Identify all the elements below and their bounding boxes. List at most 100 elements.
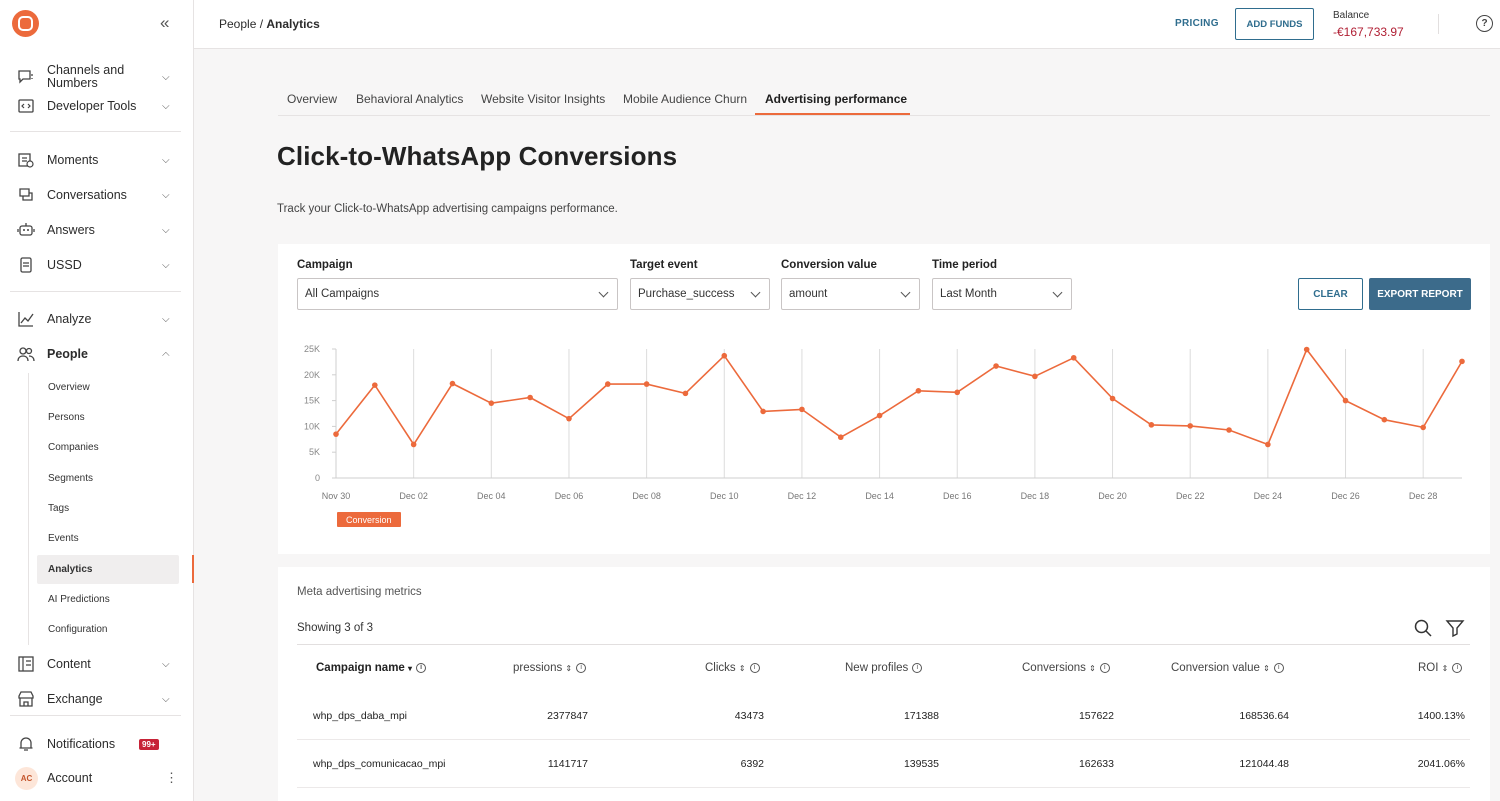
data-point bbox=[915, 387, 922, 394]
chevron-up-icon: ⌵ bbox=[162, 348, 170, 360]
data-point bbox=[1032, 373, 1038, 380]
brand-logo[interactable] bbox=[12, 10, 39, 37]
tab-mobile-audience-churn[interactable]: Mobile Audience Churn bbox=[623, 92, 748, 106]
sidebar-item-developer-tools[interactable]: Developer Tools ⌵ bbox=[0, 96, 193, 116]
subnav-configuration[interactable]: Configuration bbox=[48, 624, 108, 635]
sidebar-item-moments[interactable]: Moments ⌵ bbox=[0, 150, 193, 170]
legend-conversion[interactable]: Conversion bbox=[337, 512, 401, 527]
info-icon[interactable]: i bbox=[416, 662, 427, 673]
collapse-sidebar-icon[interactable]: « bbox=[160, 13, 170, 32]
divider bbox=[10, 131, 181, 132]
page-title: Click-to-WhatsApp Conversions bbox=[277, 141, 678, 171]
table-cell-campaign[interactable]: whp_dps_daba_mpi bbox=[313, 710, 407, 722]
bot-icon bbox=[17, 221, 35, 239]
info-icon[interactable]: i bbox=[1273, 662, 1284, 673]
column-header-impressions[interactable]: pressions ⇕ i bbox=[513, 662, 587, 674]
sidebar-item-label: Moments bbox=[47, 152, 99, 167]
subnav-guide bbox=[28, 373, 29, 645]
search-icon[interactable] bbox=[1413, 618, 1433, 638]
row-divider bbox=[297, 739, 1470, 740]
table-cell-clicks: 43473 bbox=[734, 710, 764, 722]
column-header-clicks[interactable]: Clicks ⇕ i bbox=[705, 662, 760, 674]
table-cell-impressions: 2377847 bbox=[547, 710, 588, 722]
data-point bbox=[410, 441, 417, 448]
conversion-value-select[interactable]: amount bbox=[781, 278, 920, 310]
tab-advertising-performance[interactable]: Advertising performance bbox=[765, 92, 908, 106]
data-point bbox=[333, 431, 339, 437]
tab-behavioral-analytics[interactable]: Behavioral Analytics bbox=[356, 92, 464, 106]
subnav-companies[interactable]: Companies bbox=[48, 442, 99, 453]
info-icon[interactable]: i bbox=[576, 662, 587, 673]
sidebar-item-ussd[interactable]: USSD ⌵ bbox=[0, 255, 193, 275]
sidebar bbox=[0, 0, 194, 801]
sidebar-item-people[interactable]: People ⌵ bbox=[0, 344, 193, 364]
column-header-conversions[interactable]: Conversions ⇕ i bbox=[1022, 662, 1110, 674]
y-tick-label: 10K bbox=[304, 421, 320, 431]
chevron-down-icon: ⌵ bbox=[162, 259, 170, 271]
bell-icon bbox=[17, 735, 35, 753]
info-icon[interactable]: i bbox=[749, 662, 760, 673]
avatar[interactable]: AC bbox=[15, 767, 38, 790]
sidebar-item-answers[interactable]: Answers ⌵ bbox=[0, 220, 193, 240]
clear-button[interactable]: CLEAR bbox=[1298, 278, 1363, 310]
column-header-conversion-value[interactable]: Conversion value ⇕ i bbox=[1171, 662, 1284, 674]
chevron-down-icon: ⌵ bbox=[162, 189, 170, 201]
conversations-icon bbox=[17, 186, 35, 204]
chevron-down-icon: ⌵ bbox=[162, 100, 170, 112]
data-point bbox=[1109, 395, 1116, 402]
conversion-value-value: amount bbox=[789, 288, 828, 300]
account-item[interactable]: Account bbox=[0, 768, 193, 788]
info-icon[interactable]: i bbox=[1452, 662, 1463, 673]
column-header-label: Clicks bbox=[705, 662, 736, 674]
pricing-link[interactable]: PRICING bbox=[1175, 18, 1219, 29]
subnav-ai-predictions[interactable]: AI Predictions bbox=[48, 594, 110, 605]
moments-icon bbox=[17, 151, 35, 169]
column-header-label: pressions bbox=[513, 662, 563, 674]
x-tick-label: Dec 26 bbox=[1331, 491, 1360, 501]
column-header-new-profiles[interactable]: New profiles i bbox=[845, 662, 923, 674]
subnav-segments[interactable]: Segments bbox=[48, 473, 94, 484]
campaign-select[interactable]: All Campaigns bbox=[297, 278, 618, 310]
sidebar-item-analyze[interactable]: Analyze ⌵ bbox=[0, 309, 193, 329]
column-header-campaign-name[interactable]: Campaign name ▾ i bbox=[316, 662, 427, 674]
x-tick-label: Dec 12 bbox=[788, 491, 817, 501]
breadcrumb-parent[interactable]: People bbox=[219, 17, 257, 31]
add-funds-button[interactable]: ADD FUNDS bbox=[1235, 8, 1314, 40]
table-cell-campaign[interactable]: whp_dps_comunicacao_mpi bbox=[313, 758, 446, 770]
data-point bbox=[566, 415, 572, 422]
export-report-button[interactable]: EXPORT REPORT bbox=[1369, 278, 1471, 310]
info-icon[interactable]: i bbox=[912, 662, 923, 673]
column-header-roi[interactable]: ROI ⇕ i bbox=[1418, 662, 1463, 674]
x-tick-label: Dec 10 bbox=[710, 491, 739, 501]
data-point bbox=[876, 412, 883, 419]
more-options-icon[interactable]: ⋮ bbox=[165, 770, 178, 785]
sidebar-item-channels[interactable]: Channels and Numbers ⌵ bbox=[0, 58, 193, 96]
tab-overview[interactable]: Overview bbox=[287, 92, 338, 106]
subnav-overview[interactable]: Overview bbox=[48, 382, 90, 393]
subnav-events[interactable]: Events bbox=[48, 533, 79, 544]
subnav-analytics[interactable]: Analytics bbox=[37, 555, 179, 584]
sidebar-item-conversations[interactable]: Conversations ⌵ bbox=[0, 185, 193, 205]
subnav-persons[interactable]: Persons bbox=[48, 412, 85, 423]
chevron-down-icon: ⌵ bbox=[162, 71, 170, 83]
data-point bbox=[488, 400, 495, 406]
data-point bbox=[1070, 354, 1077, 361]
time-period-select[interactable]: Last Month bbox=[932, 278, 1072, 310]
help-icon[interactable]: ? bbox=[1476, 15, 1493, 32]
x-tick-label: Dec 24 bbox=[1254, 491, 1283, 501]
data-point bbox=[1226, 427, 1232, 433]
table-cell-roi: 2041.06% bbox=[1417, 758, 1465, 770]
info-icon[interactable]: i bbox=[1099, 662, 1110, 673]
data-point bbox=[682, 390, 689, 397]
sidebar-item-exchange[interactable]: Exchange ⌵ bbox=[0, 689, 193, 709]
filter-icon[interactable] bbox=[1445, 618, 1465, 638]
chevron-down-icon: ⌵ bbox=[162, 658, 170, 670]
sidebar-item-content[interactable]: Content ⌵ bbox=[0, 654, 193, 674]
tab-website-visitor-insights[interactable]: Website Visitor Insights bbox=[481, 92, 606, 106]
notifications-item[interactable]: Notifications bbox=[0, 734, 193, 754]
data-point bbox=[1187, 423, 1194, 429]
table-cell-new-profiles: 139535 bbox=[903, 758, 939, 770]
sort-icon: ⇕ bbox=[565, 664, 573, 673]
subnav-tags[interactable]: Tags bbox=[48, 503, 70, 514]
target-event-select[interactable]: Purchase_success bbox=[630, 278, 770, 310]
